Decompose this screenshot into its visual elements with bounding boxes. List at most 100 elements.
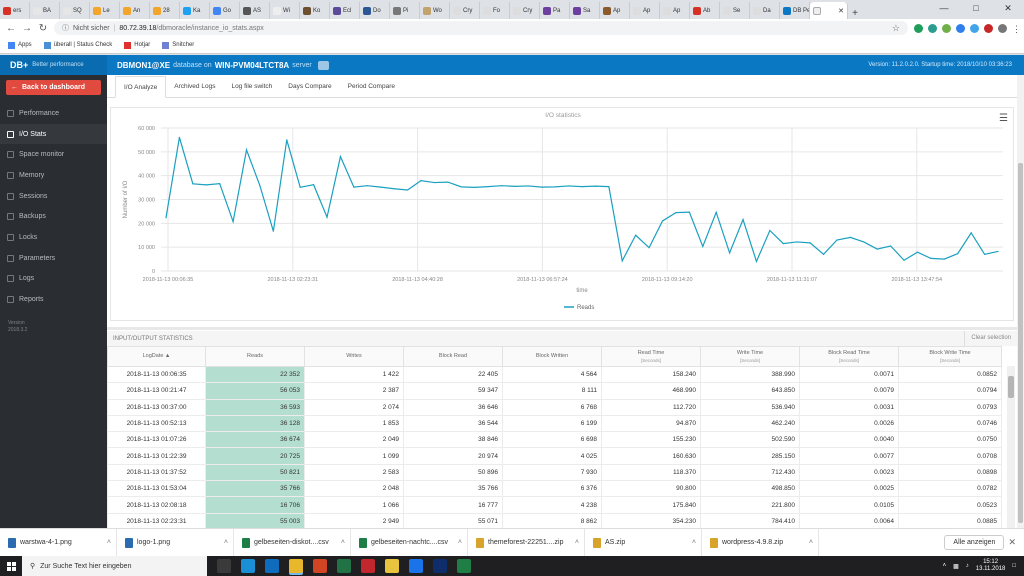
browser-tab[interactable]: Wi (270, 2, 300, 19)
close-icon[interactable]: ✕ (1004, 3, 1012, 13)
browser-tab[interactable]: Ap (660, 2, 690, 19)
network-icon[interactable]: ▩ (953, 563, 959, 570)
table-row[interactable]: 2018-11-13 00:52:13 36 128 1 853 36 544 6 19… (107, 414, 1002, 433)
column-header[interactable]: Block Read Time [Seconds] (799, 346, 899, 367)
browser-tab[interactable]: Fo (480, 2, 510, 19)
column-header[interactable]: Reads (205, 346, 305, 367)
table-row[interactable]: 2018-11-13 01:37:52 50 821 2 583 50 896 7 93… (107, 463, 1002, 482)
clock[interactable]: 15:12 13.11.2018 (976, 559, 1006, 573)
sidebar-item[interactable]: Parameters (0, 248, 107, 269)
download-item[interactable]: gelbeseiten-diskot....csv ˄ (234, 528, 351, 557)
table-row[interactable]: 2018-11-13 01:53:04 35 766 2 048 35 766 6 37… (107, 480, 1002, 498)
address-bar[interactable]: ⓘ Nicht sicher | 80.72.39.18/dbmoracle/i… (54, 21, 908, 35)
notifications-icon[interactable]: □ (1012, 563, 1016, 569)
extension-icon[interactable] (942, 23, 951, 33)
chevron-up-icon[interactable]: ˄ (691, 539, 696, 546)
table-row[interactable]: 2018-11-13 00:37:00 36 593 2 074 36 646 6 76… (107, 398, 1002, 416)
taskbar-search[interactable]: ⚲ Zur Suche Text hier eingeben (22, 556, 207, 576)
browser-tab[interactable]: Wo (420, 2, 450, 19)
table-row[interactable]: 2018-11-13 02:08:18 16 706 1 066 16 777 4 23… (107, 496, 1002, 514)
hamburger-menu-icon[interactable]: ☰ (999, 113, 1008, 124)
sidebar-item[interactable]: Space monitor (0, 144, 107, 165)
browser-tab[interactable]: Sa (570, 2, 600, 19)
chevron-up-icon[interactable]: ˄ (457, 539, 462, 546)
menu-dots-icon[interactable]: ⋮ (1012, 23, 1021, 34)
column-header[interactable]: LogDate ▲ (107, 346, 206, 367)
page-tab[interactable]: Archived Logs (174, 82, 216, 90)
browser-tab[interactable]: Ka (180, 2, 210, 19)
download-item[interactable]: themeforest-22251....zip ˄ (468, 528, 585, 557)
browser-tab-active[interactable]: ✕ (810, 2, 848, 19)
browser-tab[interactable]: SQ (60, 2, 90, 19)
browser-tab[interactable]: Do (360, 2, 390, 19)
taskbar-app-icon[interactable] (433, 559, 447, 573)
minimize-icon[interactable]: — (939, 3, 949, 13)
browser-tab[interactable]: Ecl (330, 2, 360, 19)
browser-tab[interactable]: Le (90, 2, 120, 19)
extension-icon[interactable] (984, 23, 993, 33)
taskbar-app-icon[interactable] (241, 559, 255, 573)
table-row[interactable]: 2018-11-13 02:23:31 55 003 2 949 55 071 8 86… (107, 512, 1002, 530)
browser-tab[interactable]: Cry (510, 2, 540, 19)
browser-tab[interactable]: Ab (690, 2, 720, 19)
maximize-icon[interactable]: □ (973, 3, 979, 13)
table-row[interactable]: 2018-11-13 00:06:35 22 352 1 422 22 405 4 56… (107, 365, 1002, 384)
close-downloads-icon[interactable]: ✕ (1008, 537, 1016, 547)
page-tab[interactable]: Days Compare (288, 82, 332, 90)
sidebar-item[interactable]: Reports (0, 289, 107, 310)
tab-close-icon[interactable]: ✕ (838, 7, 844, 15)
browser-tab[interactable]: Pa (540, 2, 570, 19)
column-header[interactable]: Block Read (403, 346, 503, 367)
column-header[interactable]: Writes (304, 346, 404, 367)
taskbar-app-icon[interactable] (265, 559, 279, 573)
column-header[interactable]: Read Time [Seconds] (601, 346, 701, 367)
column-header[interactable]: Write Time [Seconds] (700, 346, 800, 367)
taskbar-app-icon[interactable] (409, 559, 423, 573)
download-item[interactable]: AS.zip ˄ (585, 528, 702, 557)
taskbar-app-icon[interactable] (385, 559, 399, 573)
forward-arrow-icon[interactable]: → (22, 22, 32, 34)
page-tab[interactable]: Log file switch (231, 82, 273, 90)
table-row[interactable]: 2018-11-13 01:22:39 20 725 1 099 20 974 4 02… (107, 447, 1002, 465)
browser-tab[interactable]: Ap (600, 2, 630, 19)
download-item[interactable]: logo-1.png ˄ (117, 528, 234, 557)
chevron-up-icon[interactable]: ˄ (808, 539, 813, 546)
page-scrollbar[interactable] (1017, 75, 1024, 528)
browser-tab[interactable]: Da (750, 2, 780, 19)
sidebar-item[interactable]: Performance (0, 103, 107, 124)
browser-tab[interactable]: BA (30, 2, 60, 19)
start-button[interactable] (0, 556, 22, 576)
column-header[interactable]: Block Written (502, 346, 602, 367)
column-header[interactable]: Block Write Time [Seconds] (898, 346, 1002, 367)
chevron-up-icon[interactable]: ˄ (223, 539, 228, 546)
taskbar-app-icon[interactable] (289, 559, 303, 573)
page-tab[interactable]: I/O Analyze (115, 76, 167, 98)
chevron-up-icon[interactable]: ˄ (340, 539, 345, 546)
browser-tab[interactable]: An (120, 2, 150, 19)
star-icon[interactable]: ☆ (891, 22, 900, 33)
show-all-downloads-button[interactable]: Alle anzeigen (944, 535, 1005, 550)
taskbar-app-icon[interactable] (361, 559, 375, 573)
brand[interactable]: DB+ Better performance (0, 55, 107, 75)
extension-icon[interactable] (928, 23, 937, 33)
browser-tab[interactable]: AS (240, 2, 270, 19)
sidebar-item[interactable]: Sessions (0, 186, 107, 207)
table-row[interactable]: 2018-11-13 00:21:47 56 053 2 387 59 347 8 11… (107, 382, 1002, 400)
download-item[interactable]: gelbeseiten-nachtc....csv ˄ (351, 528, 468, 557)
sidebar-item[interactable]: Logs (0, 269, 107, 290)
browser-tab[interactable]: ers (0, 2, 30, 19)
browser-tab[interactable]: Se (720, 2, 750, 19)
table-scrollbar-thumb[interactable] (1008, 376, 1014, 398)
browser-tab[interactable]: Go (210, 2, 240, 19)
taskbar-app-icon[interactable] (217, 559, 231, 573)
sidebar-item[interactable]: Backups (0, 206, 107, 227)
sidebar-item[interactable]: Locks (0, 227, 107, 248)
back-arrow-icon[interactable]: ← (6, 22, 16, 34)
browser-tab[interactable]: DB Pe (780, 2, 810, 19)
extension-icon[interactable] (956, 23, 965, 33)
browser-tab[interactable]: Cry (450, 2, 480, 19)
new-tab-icon[interactable]: + (852, 8, 858, 19)
table-row[interactable]: 2018-11-13 01:07:26 36 674 2 049 38 846 6 69… (107, 431, 1002, 449)
extension-icon[interactable] (970, 23, 979, 33)
download-item[interactable]: warstwa-4-1.png ˄ (0, 528, 117, 557)
